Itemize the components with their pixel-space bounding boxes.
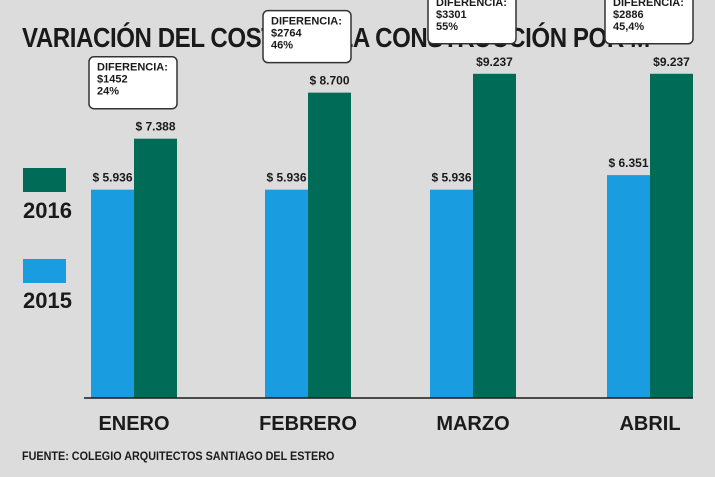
difference-callout-line: DIFERENCIA:: [271, 16, 342, 28]
source-note: FUENTE: COLEGIO ARQUITECTOS SANTIAGO DEL…: [22, 449, 335, 463]
data-label-2015-abril: $ 6.351: [608, 156, 648, 170]
difference-callout-febrero: [262, 9, 352, 64]
difference-callout-marzo: [427, 0, 517, 45]
x-tick-label-marzo: MARZO: [436, 413, 509, 435]
difference-callout-line: 46%: [271, 40, 293, 52]
legend-swatch-2015: [23, 259, 66, 283]
data-label-2015-febrero: $ 5.936: [266, 171, 306, 185]
bar-2016-febrero: [308, 92, 351, 398]
difference-callout-line: $1452: [97, 74, 128, 86]
difference-callout-line: DIFERENCIA:: [436, 0, 507, 9]
difference-callout-line: $2764: [271, 28, 302, 40]
legend-label-2016: 2016: [23, 198, 72, 223]
difference-callout-abril: [604, 0, 694, 45]
bar-2016-enero: [134, 138, 177, 398]
data-label-2016-febrero: $ 8.700: [309, 74, 349, 88]
legend-swatch-2016: [23, 168, 66, 192]
difference-callout-enero: [88, 55, 178, 110]
x-tick-label-enero: ENERO: [98, 413, 169, 435]
data-label-2016-abril: $9.237: [653, 55, 690, 69]
difference-callout-line: 55%: [436, 21, 458, 33]
difference-callout-line: DIFERENCIA:: [97, 62, 168, 74]
x-tick-label-febrero: FEBRERO: [259, 413, 357, 435]
bar-2015-febrero: [265, 189, 308, 398]
data-label-2016-marzo: $9.237: [476, 55, 513, 69]
difference-callout-line: $2886: [613, 9, 644, 21]
data-label-2016-enero: $ 7.388: [135, 120, 175, 134]
bar-2015-enero: [91, 189, 134, 398]
difference-callout-line: 45,4%: [613, 21, 644, 33]
legend-label-2015: 2015: [23, 288, 72, 313]
bar-2016-marzo: [473, 73, 516, 398]
bar-2016-abril: [650, 73, 693, 398]
bar-2015-marzo: [430, 189, 473, 398]
difference-callout-line: DIFERENCIA:: [613, 0, 684, 9]
difference-callout-line: 24%: [97, 86, 119, 98]
difference-callout-line: $3301: [436, 9, 467, 21]
data-label-2015-enero: $ 5.936: [92, 171, 132, 185]
bar-2015-abril: [607, 175, 650, 398]
x-tick-label-abril: ABRIL: [619, 413, 680, 435]
data-label-2015-marzo: $ 5.936: [431, 171, 471, 185]
